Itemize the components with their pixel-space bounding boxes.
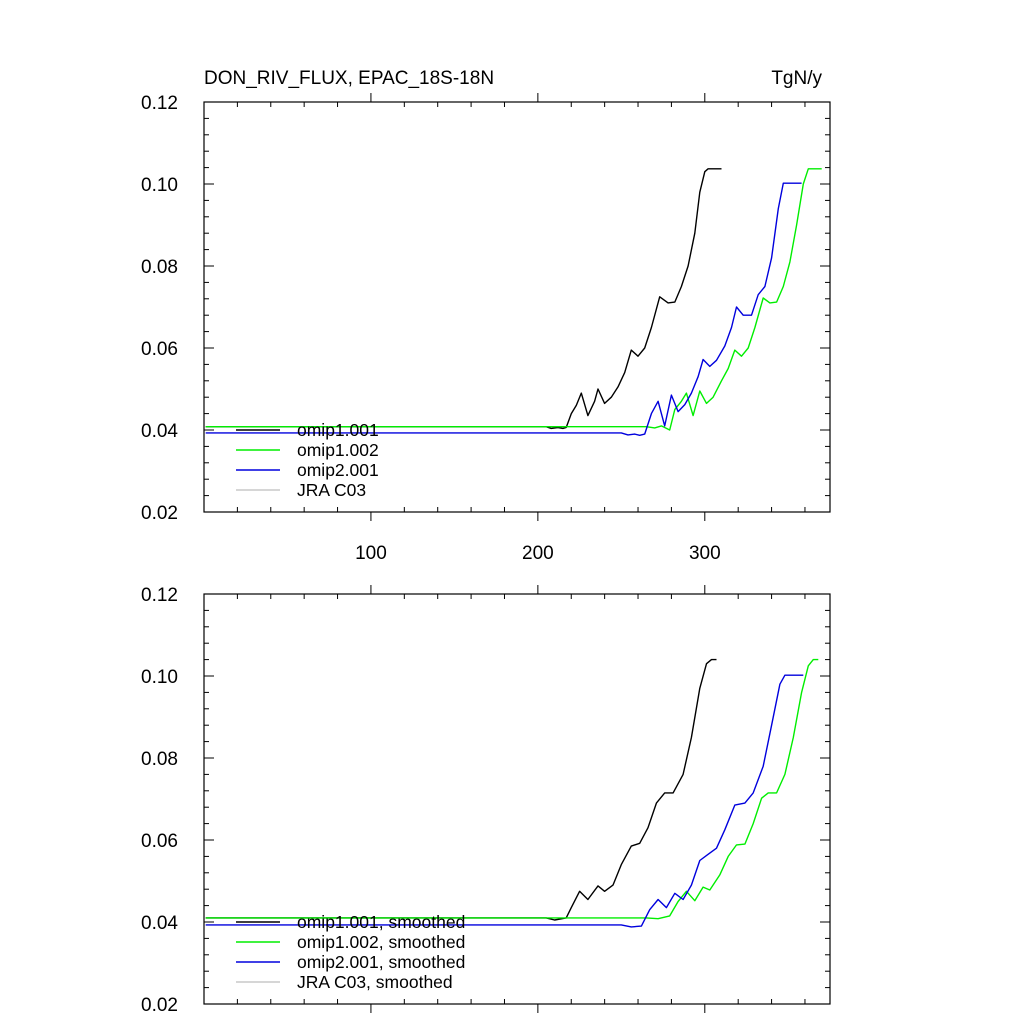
chart-panel-1: 0.02 0.04 0.06 0.08 0.10 0.12 100 200 300 DON_RIV… <box>141 68 831 564</box>
y-tick-label: 0.04 <box>141 421 178 442</box>
y-tick-label: 0.02 <box>141 995 178 1016</box>
legend-label: omip2.001 <box>297 460 379 480</box>
legend-label: JRA C03 <box>297 480 366 500</box>
y-tick-label: 0.06 <box>141 339 178 360</box>
y-tick-label: 0.10 <box>141 667 178 688</box>
legend-label: JRA C03, smoothed <box>297 972 453 992</box>
x-tick-label: 100 <box>355 543 387 564</box>
series-line-2 <box>205 658 819 920</box>
x-tick-label: 300 <box>689 543 721 564</box>
series-line-3 <box>205 674 804 928</box>
legend-label: omip2.001, smoothed <box>297 952 465 972</box>
y-tick-label: 0.08 <box>141 749 178 770</box>
chart-title: DON_RIV_FLUX, EPAC_18S-18N <box>204 68 494 89</box>
y-tick-label: 0.08 <box>141 257 178 278</box>
chart-panel-2: 0.02 0.04 0.06 0.08 0.10 0.12 omip1.001, smoot… <box>141 585 831 1016</box>
series-group <box>205 168 822 436</box>
legend-label: omip1.001, smoothed <box>297 912 465 932</box>
series-line-1 <box>205 168 722 430</box>
legend-label: omip1.002 <box>297 440 379 460</box>
y-tick-label: 0.12 <box>141 585 178 606</box>
x-tick-label: 200 <box>522 543 554 564</box>
y-tick-label: 0.04 <box>141 913 178 934</box>
y-tick-label: 0.02 <box>141 503 178 524</box>
legend-label: omip1.002, smoothed <box>297 932 465 952</box>
series-line-2 <box>205 168 822 431</box>
y-tick-label: 0.06 <box>141 831 178 852</box>
y-tick-label: 0.12 <box>141 93 178 114</box>
units-label: TgN/y <box>771 68 822 89</box>
legend-label: omip1.001 <box>297 420 379 440</box>
plot-frame <box>203 101 831 513</box>
plot-frame <box>203 593 831 1005</box>
series-line-3 <box>205 182 802 436</box>
series-line-1 <box>205 658 717 921</box>
y-tick-label: 0.10 <box>141 175 178 196</box>
series-group <box>205 658 819 928</box>
